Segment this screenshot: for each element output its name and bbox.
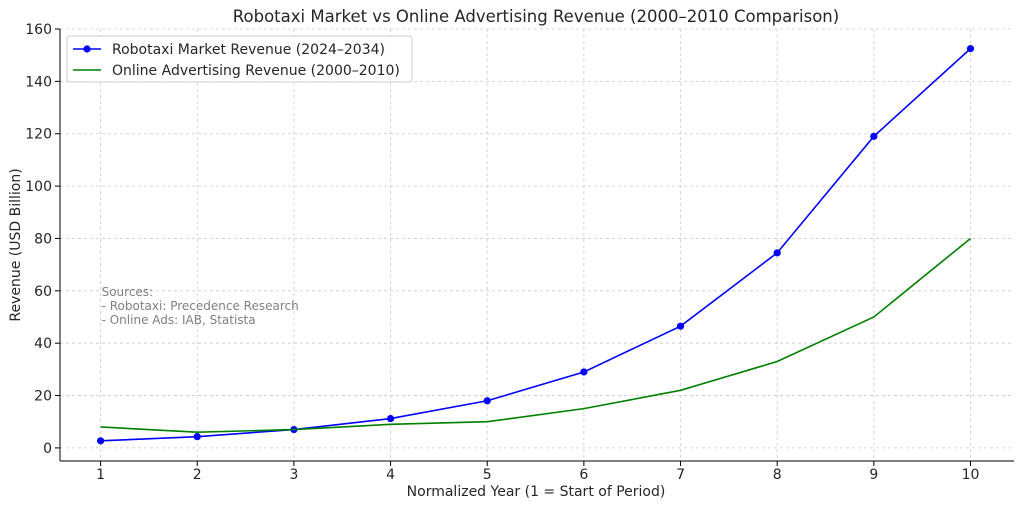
y-tick-label: 60 <box>34 284 52 300</box>
legend: Robotaxi Market Revenue (2024–2034) Onlin… <box>66 35 413 83</box>
y-tick-label: 0 <box>43 441 52 457</box>
y-tick-label: 140 <box>25 74 52 90</box>
legend-item-2: Online Advertising Revenue (2000–2010) <box>73 63 400 79</box>
x-tick-label: 9 <box>869 467 878 483</box>
sources-annotation: Sources:- Robotaxi: Precedence Research-… <box>102 285 299 327</box>
series-1 <box>96 45 975 445</box>
x-tick-label: 8 <box>773 467 782 483</box>
series-line <box>100 237 972 434</box>
y-axis-label: Revenue (USD Billion) <box>8 168 24 321</box>
x-tick-label: 4 <box>386 467 395 483</box>
x-tick-label: 5 <box>483 467 492 483</box>
axes <box>59 29 1014 462</box>
y-tick-label: 160 <box>25 22 52 38</box>
data-point <box>193 433 201 441</box>
data-point <box>386 414 395 423</box>
series-2 <box>100 237 972 434</box>
data-point <box>773 249 781 257</box>
y-tick-label: 40 <box>34 336 52 352</box>
series-line <box>100 48 972 442</box>
x-tick-label: 6 <box>579 467 588 483</box>
x-tick-label: 1 <box>96 467 105 483</box>
annotation-line: - Robotaxi: Precedence Research <box>102 299 299 313</box>
x-tick-label: 2 <box>193 467 202 483</box>
chart-title: Robotaxi Market vs Online Advertising Re… <box>233 7 839 26</box>
data-point <box>676 322 685 330</box>
legend-label: Robotaxi Market Revenue (2024–2034) <box>112 42 385 58</box>
legend-box <box>66 35 413 83</box>
y-tick-label: 80 <box>34 231 52 247</box>
x-tick-label: 7 <box>676 467 685 483</box>
grid <box>60 28 1014 461</box>
legend-label: Online Advertising Revenue (2000–2010) <box>112 63 400 79</box>
x-tick-label: 3 <box>289 467 298 483</box>
annotation-line: - Online Ads: IAB, Statista <box>102 313 256 327</box>
annotation-line: Sources: <box>102 285 154 299</box>
data-point <box>870 132 878 140</box>
x-tick-label: 10 <box>962 467 980 483</box>
series-layer <box>96 45 975 445</box>
data-point <box>96 437 105 445</box>
x-axis-label: Normalized Year (1 = Start of Period) <box>407 484 666 500</box>
data-point <box>966 45 975 53</box>
data-point <box>580 368 588 376</box>
data-point <box>483 397 491 405</box>
y-tick-label: 20 <box>34 389 52 405</box>
y-tick-label: 120 <box>25 127 52 143</box>
legend-swatch-marker <box>83 45 91 53</box>
y-tick-label: 100 <box>25 179 52 195</box>
legend-item-1: Robotaxi Market Revenue (2024–2034) <box>73 42 385 58</box>
